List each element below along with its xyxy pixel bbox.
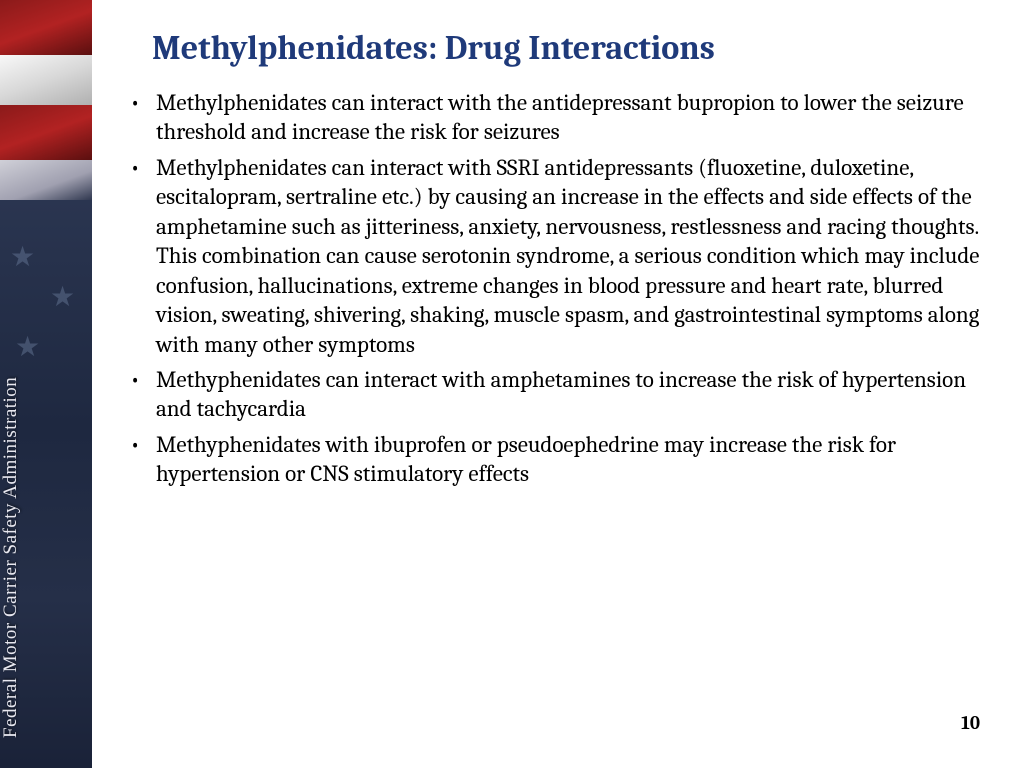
sidebar: ★ ★ ★ Federal Motor Carrier Safety Admin… — [0, 0, 92, 768]
slide-content: Methylphenidates: Drug Interactions Meth… — [92, 0, 1024, 768]
slide-title: Methylphenidates: Drug Interactions — [152, 28, 984, 68]
flag-graphic — [0, 0, 92, 200]
star-icon: ★ — [10, 240, 35, 273]
bullet-item: Methyphenidates with ibuprofen or pseudo… — [120, 430, 984, 489]
agency-label: Federal Motor Carrier Safety Administrat… — [0, 377, 22, 738]
bullet-item: Methylphenidates can interact with SSRI … — [120, 153, 984, 359]
star-icon: ★ — [15, 330, 40, 363]
bullet-list: Methylphenidates can interact with the a… — [120, 88, 984, 489]
bullet-item: Methylphenidates can interact with the a… — [120, 88, 984, 147]
star-icon: ★ — [50, 280, 75, 313]
page-number: 10 — [961, 712, 980, 734]
bullet-item: Methyphenidates can interact with amphet… — [120, 365, 984, 424]
